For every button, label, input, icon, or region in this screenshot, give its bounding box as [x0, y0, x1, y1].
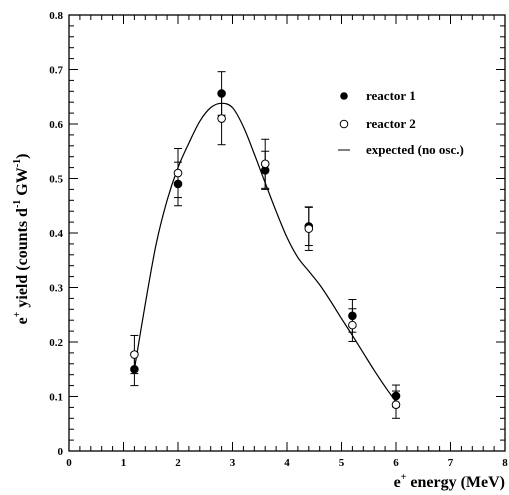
x-tick-label: 2 [175, 457, 181, 469]
y-axis-title-p1: e [14, 317, 31, 324]
x-tick-label: 1 [121, 457, 127, 469]
y-axis-title-p4: ) [14, 154, 31, 159]
x-axis-title-sup: + [401, 472, 407, 483]
y-axis-title-s1: + [12, 311, 23, 317]
y-axis-title-s2: -1 [12, 200, 23, 208]
y-tick-label: 0 [58, 446, 64, 458]
x-axis-title-base: e [394, 474, 401, 491]
x-tick-label: 5 [339, 457, 345, 469]
y-tick-label: 0.6 [49, 119, 63, 131]
y-axis-title-p2: yield (counts d [14, 208, 31, 312]
y-axis-title-p3: GW [14, 167, 31, 199]
y-tick-label: 0.2 [49, 337, 63, 349]
tick-labels: 0 1 2 3 4 5 6 7 8 0 0.1 0.2 0.3 0.4 0.5 0.6 0.7 0.8 [49, 10, 508, 469]
x-tick-label: 3 [230, 457, 236, 469]
y-tick-label: 0.5 [49, 174, 63, 186]
reactor-2-point [173, 168, 183, 178]
x-axis-title: e+ energy (MeV) [394, 472, 505, 491]
y-tick-label: 0.7 [49, 65, 63, 77]
legend-label-expected: expected (no osc.) [366, 142, 464, 157]
reactor-2-point [391, 400, 401, 409]
reactor-2-point [130, 350, 139, 359]
x-tick-label: 4 [284, 457, 290, 469]
y-tick-label: 0.3 [49, 283, 63, 295]
axis-ticks [68, 14, 506, 452]
x-tick-label: 6 [393, 457, 399, 469]
x-tick-label: 7 [448, 457, 454, 469]
x-axis-title-rest: energy (MeV) [406, 474, 505, 491]
legend: reactor 1 reactor 2 expected (no osc.) [338, 88, 464, 157]
reactor-2-point [348, 320, 357, 330]
reactor-2-point [217, 114, 226, 123]
y-tick-label: 0.4 [49, 228, 63, 240]
reactor-2-point [260, 159, 270, 169]
data-points-layer [130, 71, 401, 419]
y-tick-label: 0.1 [49, 392, 63, 404]
legend-label-reactor-2: reactor 2 [366, 116, 416, 131]
y-axis-title: e+ yield (counts d-1 GW-1) [12, 154, 31, 325]
legend-marker-reactor-2 [339, 119, 349, 129]
reactor-2-point [304, 224, 314, 233]
y-tick-label: 0.8 [49, 10, 63, 22]
legend-marker-reactor-1 [340, 92, 348, 100]
x-tick-label: 0 [66, 457, 72, 469]
x-tick-label: 8 [502, 457, 508, 469]
legend-label-reactor-1: reactor 1 [366, 88, 416, 103]
y-axis-title-s3: -1 [12, 159, 23, 167]
